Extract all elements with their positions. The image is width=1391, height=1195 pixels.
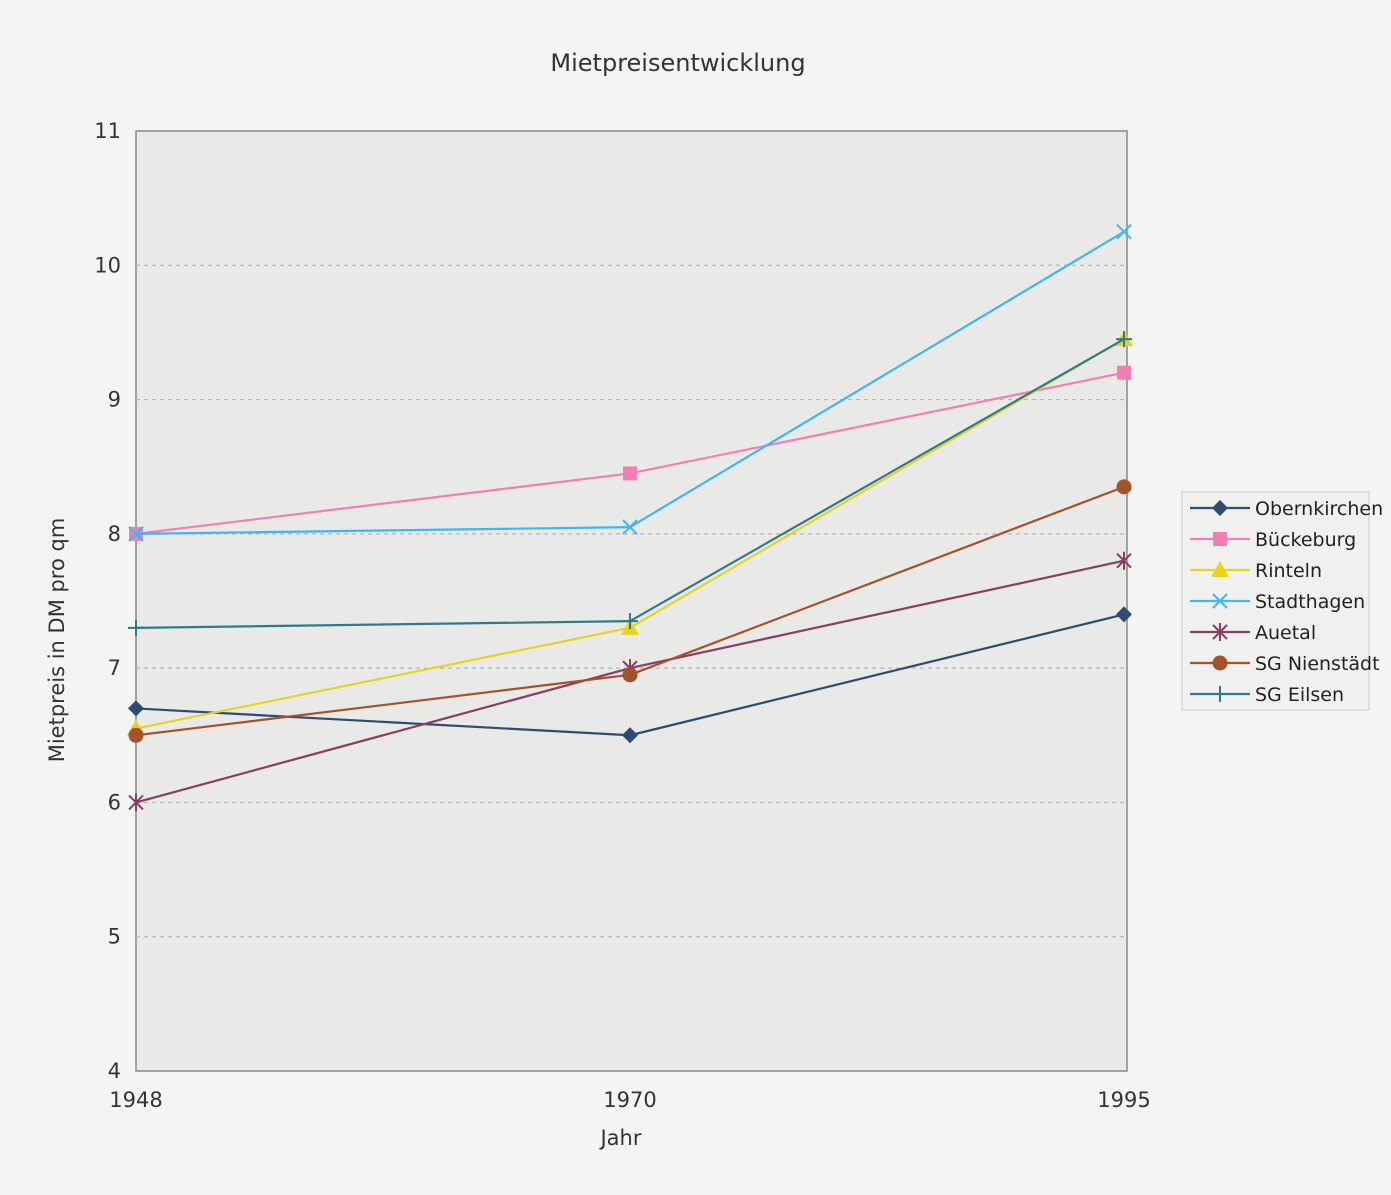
- data-point: [1211, 561, 1229, 577]
- legend-item: SG Eilsen: [1190, 684, 1344, 706]
- data-point: [622, 613, 638, 630]
- series-obernkirchen: [128, 606, 1132, 744]
- y-tick-label: 10: [94, 253, 121, 277]
- data-point: [1212, 655, 1228, 671]
- legend-item: Auetal: [1190, 622, 1316, 644]
- series-sg-nienst-dt: [128, 479, 1132, 743]
- series-group: [127, 224, 1133, 812]
- data-point: [1116, 224, 1132, 240]
- x-tick-label: 1970: [603, 1088, 656, 1112]
- legend-item: Rinteln: [1190, 560, 1322, 582]
- data-point: [622, 727, 638, 744]
- data-point: [128, 793, 144, 812]
- legend-item: Bückeburg: [1190, 529, 1356, 551]
- y-tick-label: 8: [108, 522, 121, 546]
- data-point: [622, 519, 638, 535]
- x-tick-label: 1995: [1097, 1088, 1150, 1112]
- y-tick-label: 5: [108, 925, 121, 949]
- legend-item: Obernkirchen: [1190, 498, 1383, 520]
- chart-title: Mietpreisentwicklung: [550, 49, 805, 77]
- y-tick-label: 9: [108, 388, 121, 412]
- legend-label: Auetal: [1255, 622, 1316, 644]
- legend: Obernkirchen Bückeburg Rinteln Stadthagen Au…: [1181, 491, 1383, 711]
- legend-label: Stadthagen: [1255, 591, 1365, 613]
- data-point: [128, 619, 144, 636]
- data-point: [1116, 479, 1132, 495]
- data-point: [1116, 606, 1132, 623]
- y-axis-label: Mietpreis in DM pro qm: [45, 518, 69, 763]
- data-point: [1212, 686, 1228, 702]
- data-point: [128, 727, 144, 743]
- y-tick-label: 7: [108, 656, 121, 680]
- legend-label: Rinteln: [1255, 560, 1322, 582]
- legend-item: Stadthagen: [1190, 591, 1365, 613]
- y-axis: 4 5 6 7 8 9 10 11: [94, 119, 121, 1083]
- series-sg-eilsen: [128, 331, 1132, 636]
- data-point: [1212, 593, 1228, 609]
- x-axis-label: Jahr: [598, 1126, 641, 1150]
- plot-area: [135, 130, 1128, 1072]
- legend-label: Bückeburg: [1255, 529, 1356, 551]
- series-stadthagen: [128, 224, 1132, 542]
- x-axis: 1948 1970 1995: [109, 1088, 1150, 1112]
- data-point: [623, 466, 637, 481]
- data-point: [1212, 623, 1228, 641]
- data-point: [1212, 500, 1228, 516]
- y-tick-label: 6: [108, 790, 121, 814]
- data-point: [1116, 331, 1132, 348]
- data-point: [622, 667, 638, 683]
- y-tick-label: 11: [94, 119, 121, 143]
- legend-label: Obernkirchen: [1255, 498, 1383, 520]
- data-point: [1213, 532, 1227, 546]
- data-point: [128, 700, 144, 717]
- data-point: [1117, 365, 1131, 380]
- x-tick-label: 1948: [109, 1088, 162, 1112]
- data-point: [1116, 551, 1132, 570]
- legend-item: SG Nienstädt: [1190, 653, 1380, 675]
- y-tick-label: 4: [108, 1059, 121, 1083]
- data-point: [128, 526, 144, 542]
- gridlines: [136, 264, 1127, 938]
- legend-label: SG Eilsen: [1255, 684, 1344, 706]
- legend-label: SG Nienstädt: [1255, 653, 1380, 675]
